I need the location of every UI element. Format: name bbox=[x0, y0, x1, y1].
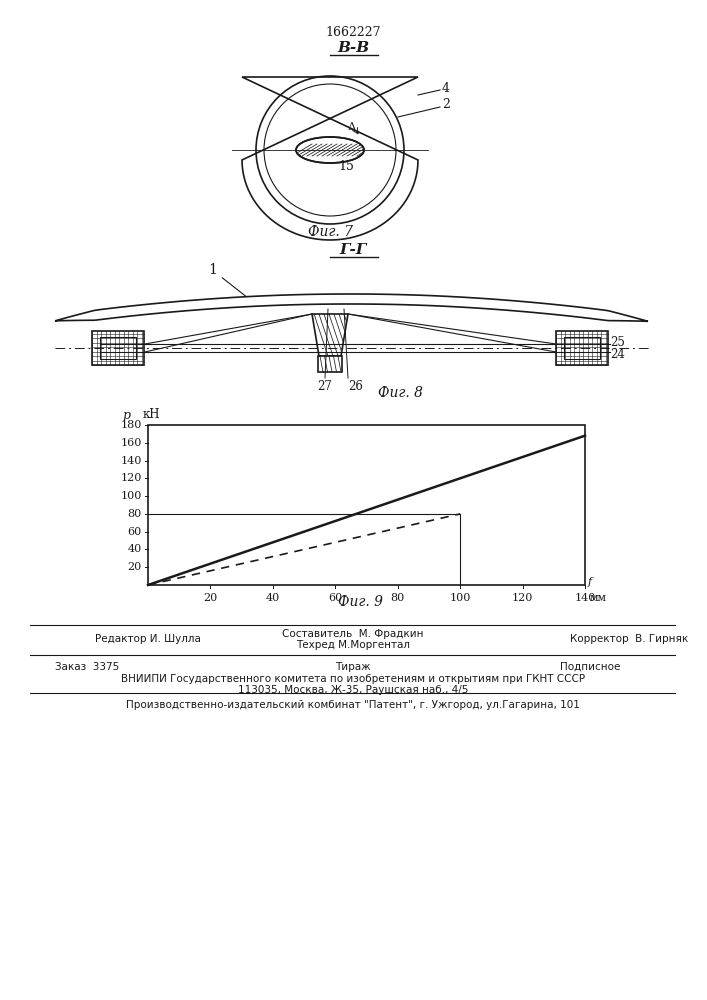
Text: кН: кН bbox=[143, 408, 160, 422]
Text: Г-Г: Г-Г bbox=[339, 243, 367, 257]
Bar bbox=[556, 331, 608, 365]
Text: 180: 180 bbox=[121, 420, 142, 430]
Bar bbox=[148, 425, 585, 585]
Text: 60: 60 bbox=[328, 593, 342, 603]
Text: мм: мм bbox=[590, 593, 607, 603]
Text: Фиг. 9: Фиг. 9 bbox=[337, 595, 382, 609]
Text: Корректор  В. Гирняк: Корректор В. Гирняк bbox=[570, 634, 688, 644]
Text: Заказ  3375: Заказ 3375 bbox=[55, 662, 119, 672]
Text: 25: 25 bbox=[610, 336, 625, 349]
Text: Техред М.Моргентал: Техред М.Моргентал bbox=[296, 640, 410, 650]
Text: 80: 80 bbox=[390, 593, 405, 603]
Text: 120: 120 bbox=[512, 593, 533, 603]
Text: 1: 1 bbox=[209, 263, 218, 277]
Polygon shape bbox=[312, 314, 348, 356]
Bar bbox=[100, 337, 136, 359]
Text: 24: 24 bbox=[610, 348, 625, 360]
Text: 40: 40 bbox=[128, 544, 142, 554]
Text: Фиг. 8: Фиг. 8 bbox=[378, 386, 423, 400]
Text: 27: 27 bbox=[317, 380, 332, 393]
Text: 100: 100 bbox=[450, 593, 471, 603]
Text: 100: 100 bbox=[121, 491, 142, 501]
Text: 60: 60 bbox=[128, 527, 142, 537]
Text: ВНИИПИ Государственного комитета по изобретениям и открытиям при ГКНТ СССР: ВНИИПИ Государственного комитета по изоб… bbox=[121, 674, 585, 684]
Bar bbox=[564, 337, 600, 359]
Text: Составитель  М. Фрадкин: Составитель М. Фрадкин bbox=[282, 629, 423, 639]
Text: Δ: Δ bbox=[348, 122, 356, 132]
Text: 2: 2 bbox=[442, 99, 450, 111]
Polygon shape bbox=[242, 77, 418, 240]
Text: 20: 20 bbox=[128, 562, 142, 572]
Text: 113035, Москва, Ж-35, Раушская наб., 4/5: 113035, Москва, Ж-35, Раушская наб., 4/5 bbox=[238, 685, 468, 695]
Polygon shape bbox=[55, 294, 648, 321]
Text: р: р bbox=[122, 408, 130, 422]
Text: Производственно-издательский комбинат "Патент", г. Ужгород, ул.Гагарина, 101: Производственно-издательский комбинат "П… bbox=[126, 700, 580, 710]
Text: 40: 40 bbox=[266, 593, 280, 603]
Text: 120: 120 bbox=[121, 473, 142, 483]
Text: 160: 160 bbox=[121, 438, 142, 448]
Text: 4: 4 bbox=[442, 82, 450, 95]
Text: 80: 80 bbox=[128, 509, 142, 519]
Text: В-В: В-В bbox=[337, 41, 369, 55]
Text: Подписное: Подписное bbox=[560, 662, 620, 672]
Ellipse shape bbox=[296, 137, 364, 163]
Text: 140: 140 bbox=[574, 593, 596, 603]
Text: 15: 15 bbox=[338, 160, 354, 174]
Text: Редактор И. Шулла: Редактор И. Шулла bbox=[95, 634, 201, 644]
Text: Тираж: Тираж bbox=[335, 662, 370, 672]
Polygon shape bbox=[318, 356, 342, 372]
Bar bbox=[92, 331, 144, 365]
Text: 140: 140 bbox=[121, 456, 142, 466]
Text: Фиг. 7: Фиг. 7 bbox=[308, 225, 353, 239]
Text: f: f bbox=[588, 577, 592, 587]
Text: 1662227: 1662227 bbox=[325, 25, 381, 38]
Text: 20: 20 bbox=[204, 593, 218, 603]
Text: 26: 26 bbox=[348, 380, 363, 393]
